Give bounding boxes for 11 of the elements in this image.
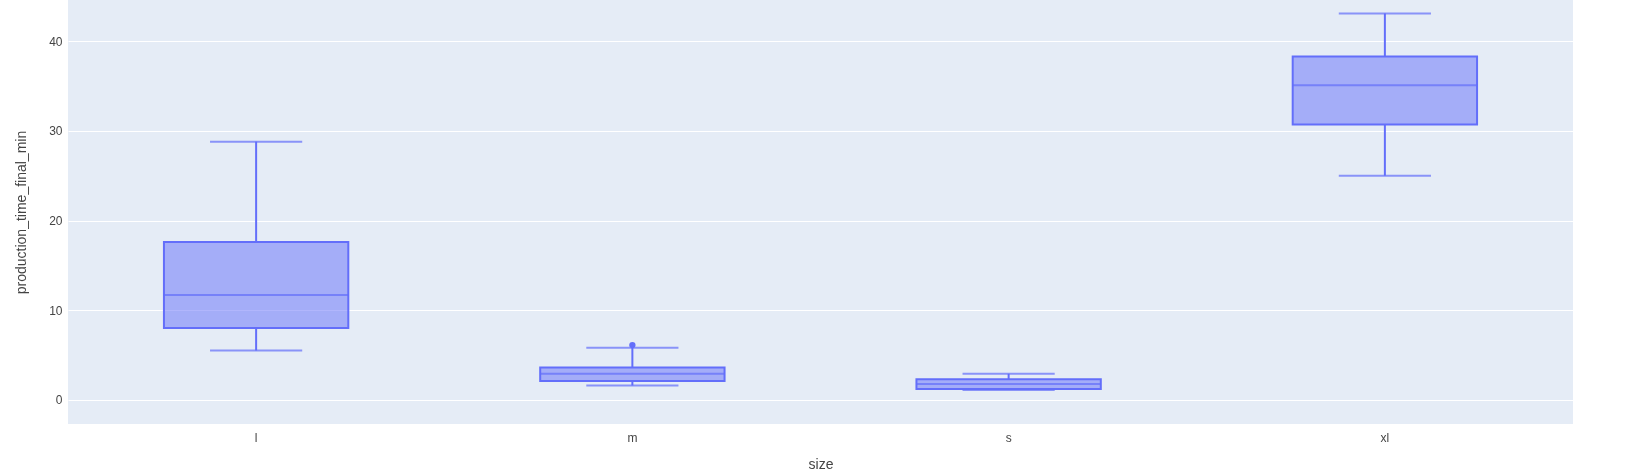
y-tick-label: 10 (49, 303, 63, 318)
x-tick-label: xl (1380, 430, 1390, 445)
y-axis-title: production_time_final_min (13, 130, 30, 295)
y-tick-label: 0 (55, 393, 63, 408)
x-tick-label: s (1005, 430, 1012, 445)
y-tick-label: 20 (49, 214, 63, 229)
x-tick-label: l (254, 430, 258, 445)
x-axis-title: size (808, 455, 834, 472)
y-tick-label: 30 (49, 124, 63, 139)
y-tick-label: 40 (49, 34, 63, 49)
x-tick-label: m (627, 430, 638, 445)
